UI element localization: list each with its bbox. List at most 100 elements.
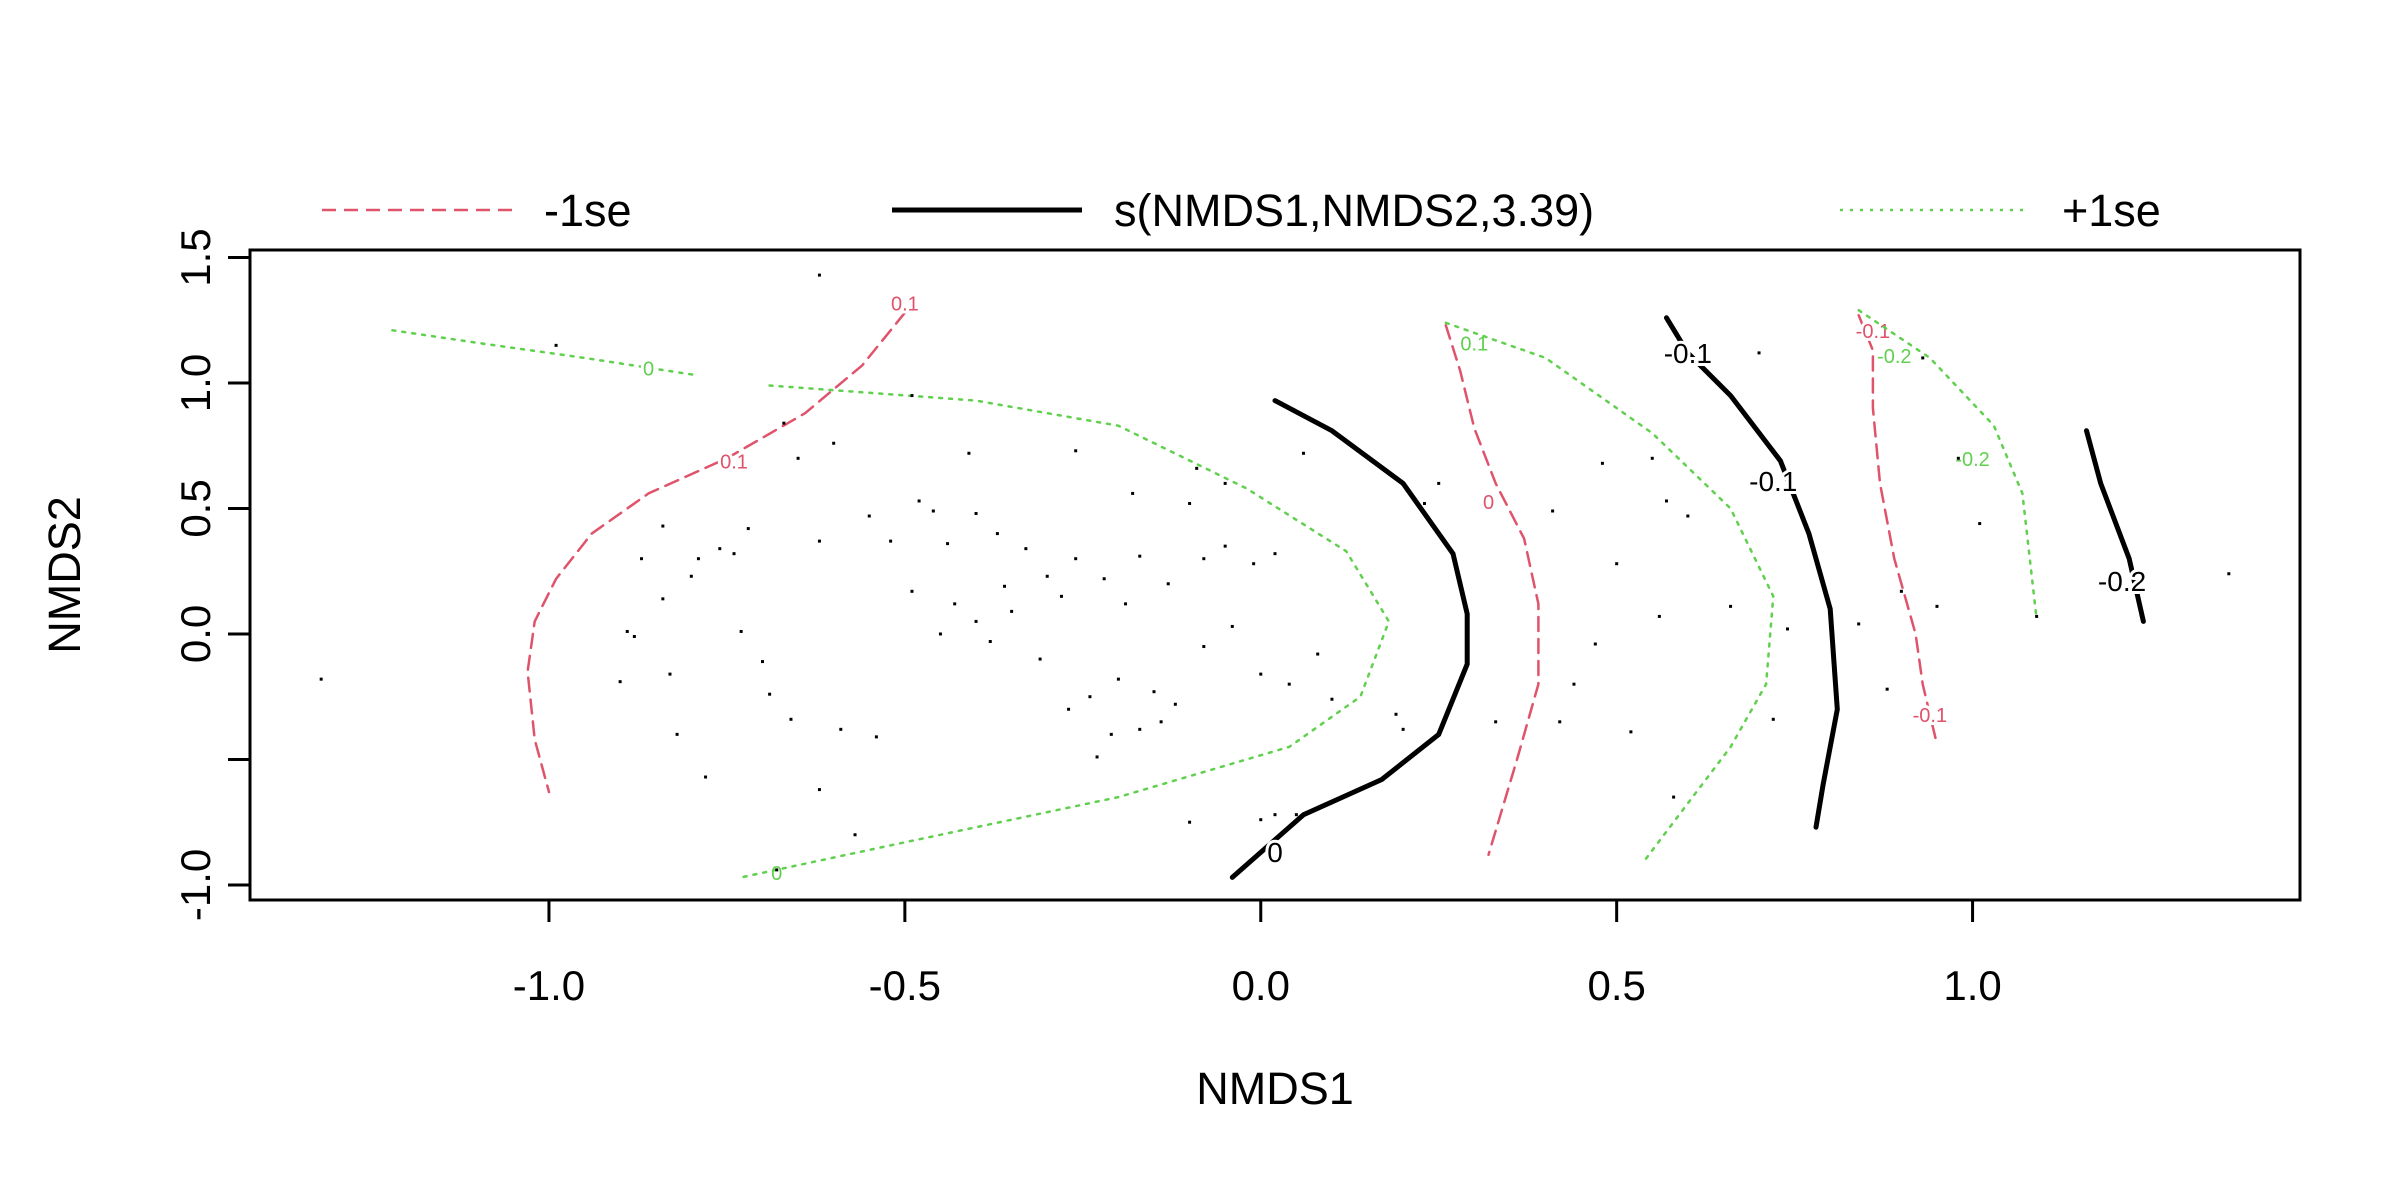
data-point <box>1330 697 1334 701</box>
data-point <box>1045 574 1049 578</box>
data-point <box>1109 732 1113 736</box>
y-tick-label: 0.5 <box>172 479 219 537</box>
data-point <box>1059 594 1063 598</box>
contour-line <box>1229 398 1470 880</box>
data-point <box>1401 727 1405 731</box>
contour-level-label: 0 <box>643 359 654 381</box>
data-point <box>1124 602 1128 606</box>
data-point <box>1202 557 1206 561</box>
contour-level-label: -0.1 <box>1856 321 1890 343</box>
data-point <box>1729 604 1733 608</box>
contour-level-label: 0.1 <box>891 293 919 315</box>
contour-level-label: -0.2 <box>1877 346 1911 368</box>
data-point <box>1921 356 1925 360</box>
data-point <box>1138 554 1142 558</box>
data-point <box>1978 522 1982 526</box>
data-points <box>319 273 2231 872</box>
legend-label: -1se <box>544 185 632 236</box>
data-point <box>746 527 750 531</box>
data-point <box>704 775 708 779</box>
data-point <box>696 557 700 561</box>
data-point <box>1166 582 1170 586</box>
data-point <box>931 509 935 513</box>
contour-line <box>1664 315 1840 830</box>
data-point <box>1188 501 1192 505</box>
x-axis: -1.0 -0.5 0.0 0.5 1.0 <box>513 898 2002 1009</box>
data-point <box>632 634 636 638</box>
data-point <box>739 629 743 633</box>
data-point <box>668 672 672 676</box>
data-point <box>2227 572 2231 576</box>
data-point <box>1102 577 1106 581</box>
data-point <box>1131 491 1135 495</box>
data-point <box>1188 820 1192 824</box>
data-point <box>1301 451 1305 455</box>
data-point <box>796 456 800 460</box>
data-point <box>1294 813 1298 817</box>
data-point <box>661 597 665 601</box>
contour-line <box>1444 324 1540 857</box>
contour-level-label: -0.1 <box>1749 466 1797 497</box>
data-point <box>1686 514 1690 518</box>
data-point <box>1116 677 1120 681</box>
data-point <box>1273 813 1277 817</box>
data-point <box>1067 707 1071 711</box>
data-point <box>832 441 836 445</box>
data-point <box>1956 456 1960 460</box>
data-point <box>1038 657 1042 661</box>
data-point <box>1010 609 1014 613</box>
data-point <box>1152 690 1156 694</box>
data-point <box>1572 682 1576 686</box>
data-point <box>1771 717 1775 721</box>
data-point <box>718 547 722 551</box>
data-point <box>988 640 992 644</box>
data-point <box>995 532 999 536</box>
data-point <box>1095 755 1099 759</box>
contour-level-label: 0.1 <box>720 452 748 474</box>
data-point <box>782 421 786 425</box>
contour-level-label: 0 <box>771 863 782 885</box>
x-tick-label: 1.0 <box>1943 962 2001 1009</box>
y-tick-label: 1.5 <box>172 228 219 286</box>
data-point <box>2035 614 2039 618</box>
y-tick-label: 1.0 <box>172 354 219 412</box>
contour-line <box>1444 321 1775 862</box>
legend-label: +1se <box>2062 185 2161 236</box>
data-point <box>1316 652 1320 656</box>
data-point <box>1551 509 1555 513</box>
data-point <box>910 394 914 398</box>
contour-level-label: -0.2 <box>1955 449 1989 471</box>
contour-level-label: 0.1 <box>1460 334 1488 356</box>
data-point <box>1202 645 1206 649</box>
data-point <box>974 512 978 516</box>
y-tick-label: -1.0 <box>172 849 219 921</box>
data-point <box>938 632 942 636</box>
data-point <box>1088 695 1092 699</box>
data-point <box>817 788 821 792</box>
data-point <box>817 273 821 277</box>
y-axis: -1.0 0.0 0.5 1.0 1.5 <box>172 228 252 921</box>
x-tick-label: -0.5 <box>869 962 941 1009</box>
y-axis-title: NMDS2 <box>39 496 90 654</box>
data-point <box>867 514 871 518</box>
data-point <box>967 451 971 455</box>
data-point <box>1422 501 1426 505</box>
data-point <box>1024 547 1028 551</box>
data-point <box>1629 730 1633 734</box>
data-point <box>953 602 957 606</box>
data-point <box>917 499 921 503</box>
data-point <box>1494 720 1498 724</box>
contour-line <box>391 329 700 377</box>
data-point <box>1885 687 1889 691</box>
data-point <box>1223 544 1227 548</box>
data-point <box>1273 552 1277 556</box>
x-tick-label: 0.5 <box>1587 962 1645 1009</box>
data-point <box>853 833 857 837</box>
data-point <box>1074 557 1078 561</box>
data-point <box>839 727 843 731</box>
data-point <box>817 539 821 543</box>
contour-line <box>2084 428 2146 624</box>
contour-level-label: -0.2 <box>2098 566 2146 597</box>
data-point <box>1615 562 1619 566</box>
